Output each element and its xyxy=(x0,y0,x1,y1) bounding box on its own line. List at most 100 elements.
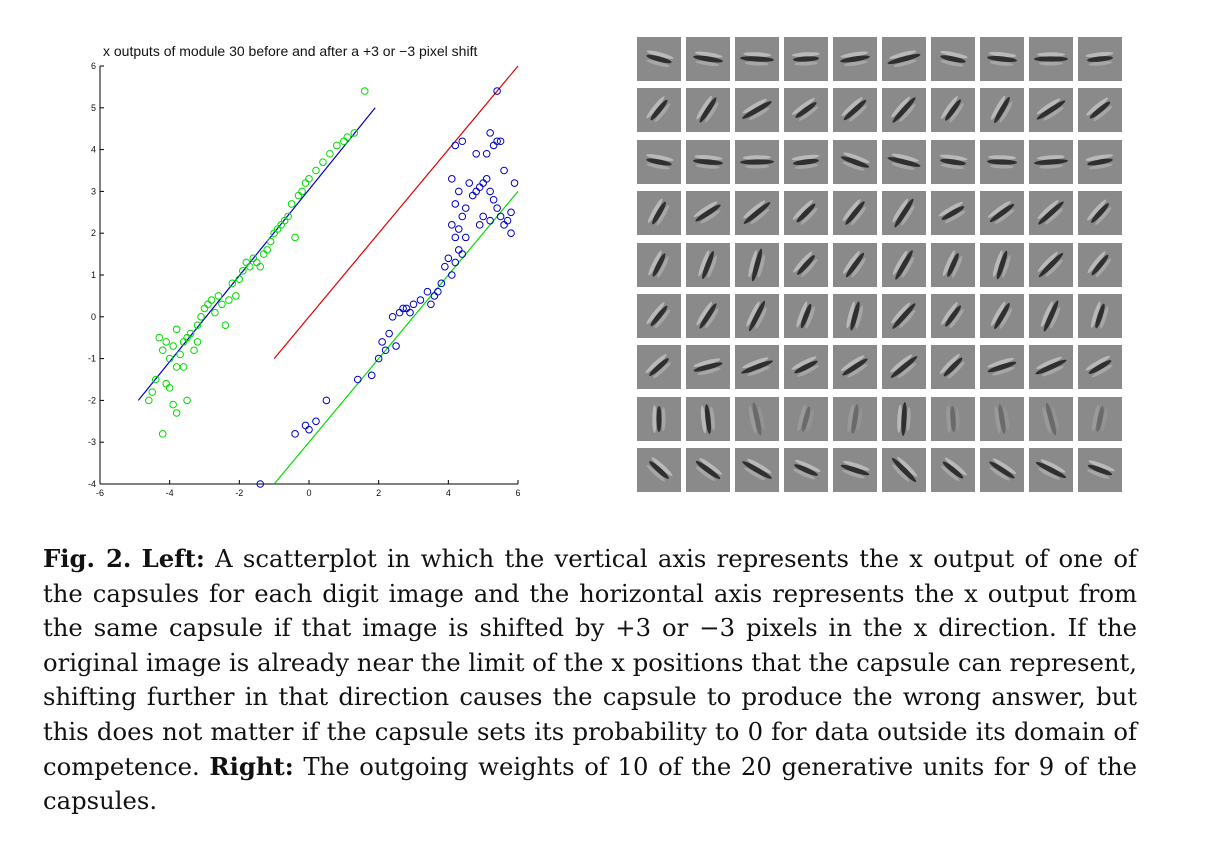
weight-tile xyxy=(735,448,779,493)
weight-tile xyxy=(931,37,975,81)
generative-weights-grid xyxy=(637,37,1127,499)
weight-tile xyxy=(1029,448,1073,493)
weight-tile xyxy=(637,139,681,184)
data-point xyxy=(333,141,341,150)
weight-tile xyxy=(784,139,828,184)
data-point xyxy=(486,187,494,196)
weight-tile xyxy=(882,37,926,81)
data-point xyxy=(207,296,216,304)
weight-tile xyxy=(882,242,926,287)
y-tick-label: -4 xyxy=(88,479,96,489)
x-tick-label: 0 xyxy=(306,488,311,498)
data-point xyxy=(434,287,442,296)
data-point xyxy=(211,308,219,317)
data-point xyxy=(482,175,491,183)
data-point xyxy=(451,200,460,208)
weight-tile xyxy=(882,88,926,133)
weight-tile xyxy=(637,345,681,390)
weight-tile xyxy=(735,294,779,338)
data-point xyxy=(232,292,240,300)
y-tick-label: 2 xyxy=(91,228,96,238)
data-point xyxy=(326,149,334,158)
data-point xyxy=(486,216,494,225)
weight-tile xyxy=(833,345,877,390)
weight-tile xyxy=(1029,37,1073,81)
data-point xyxy=(461,233,470,242)
weight-tile xyxy=(931,294,975,338)
data-point xyxy=(301,179,310,187)
data-point xyxy=(409,300,418,309)
data-point xyxy=(448,175,456,183)
data-point xyxy=(395,308,404,317)
data-point xyxy=(322,396,331,405)
x-tick-label: -2 xyxy=(235,488,243,498)
y-tick-label: -1 xyxy=(88,354,96,364)
data-point xyxy=(144,396,153,405)
weight-tile xyxy=(980,345,1024,390)
weight-tile xyxy=(1029,294,1073,338)
weight-tile xyxy=(980,191,1024,236)
data-point xyxy=(454,225,463,233)
fit-lines xyxy=(137,65,519,485)
data-point xyxy=(169,400,177,409)
weight-tile xyxy=(735,396,779,441)
data-point xyxy=(500,221,508,229)
weight-tile xyxy=(1078,242,1122,287)
data-point xyxy=(179,363,188,371)
weight-tile xyxy=(637,37,681,81)
data-point xyxy=(496,137,505,146)
data-point xyxy=(423,287,432,296)
data-point xyxy=(228,279,237,288)
weight-tile xyxy=(833,448,877,493)
weight-tile xyxy=(882,139,926,184)
data-point xyxy=(493,87,501,95)
data-point xyxy=(305,425,313,434)
data-point xyxy=(441,262,449,271)
weight-tile xyxy=(1029,191,1073,236)
weight-tile xyxy=(1029,139,1073,184)
data-point xyxy=(486,129,494,137)
weight-tile xyxy=(1078,396,1122,441)
data-point xyxy=(259,250,268,258)
weight-tile xyxy=(686,191,730,236)
data-point xyxy=(451,233,460,242)
data-point xyxy=(472,149,481,158)
data-point xyxy=(162,379,170,388)
weight-tile xyxy=(1078,345,1122,390)
data-point xyxy=(280,216,289,225)
weight-tile xyxy=(980,448,1024,493)
data-point xyxy=(291,430,299,438)
weight-tile xyxy=(735,139,779,184)
data-point xyxy=(437,279,446,288)
data-point xyxy=(165,384,174,392)
data-point xyxy=(385,329,393,338)
data-point xyxy=(461,204,470,212)
weight-tile xyxy=(980,37,1024,81)
y-tick-label: 1 xyxy=(91,270,96,280)
data-point xyxy=(197,313,205,321)
weight-tile xyxy=(784,396,828,441)
data-point xyxy=(392,342,400,350)
weight-tile xyxy=(784,37,828,81)
data-point xyxy=(151,375,160,384)
data-point xyxy=(482,149,491,158)
data-point xyxy=(468,191,477,200)
data-point xyxy=(496,212,505,221)
scatter-plot: x outputs of module 30 before and after … xyxy=(88,43,521,498)
weight-tile xyxy=(931,242,975,287)
data-point xyxy=(475,183,484,192)
weight-tile xyxy=(980,88,1024,133)
y-tick-label: 4 xyxy=(91,145,96,155)
data-point xyxy=(301,421,310,430)
x-tick-label: -4 xyxy=(166,488,174,498)
x-tick-label: 2 xyxy=(376,488,381,498)
weight-tile xyxy=(637,191,681,236)
right-label: Right: xyxy=(209,751,294,781)
weight-tile xyxy=(1029,345,1073,390)
y-tick-label: 3 xyxy=(91,186,96,196)
weight-tile xyxy=(931,88,975,133)
weight-tile xyxy=(686,88,730,133)
data-point xyxy=(312,166,320,175)
data-point xyxy=(176,350,184,359)
